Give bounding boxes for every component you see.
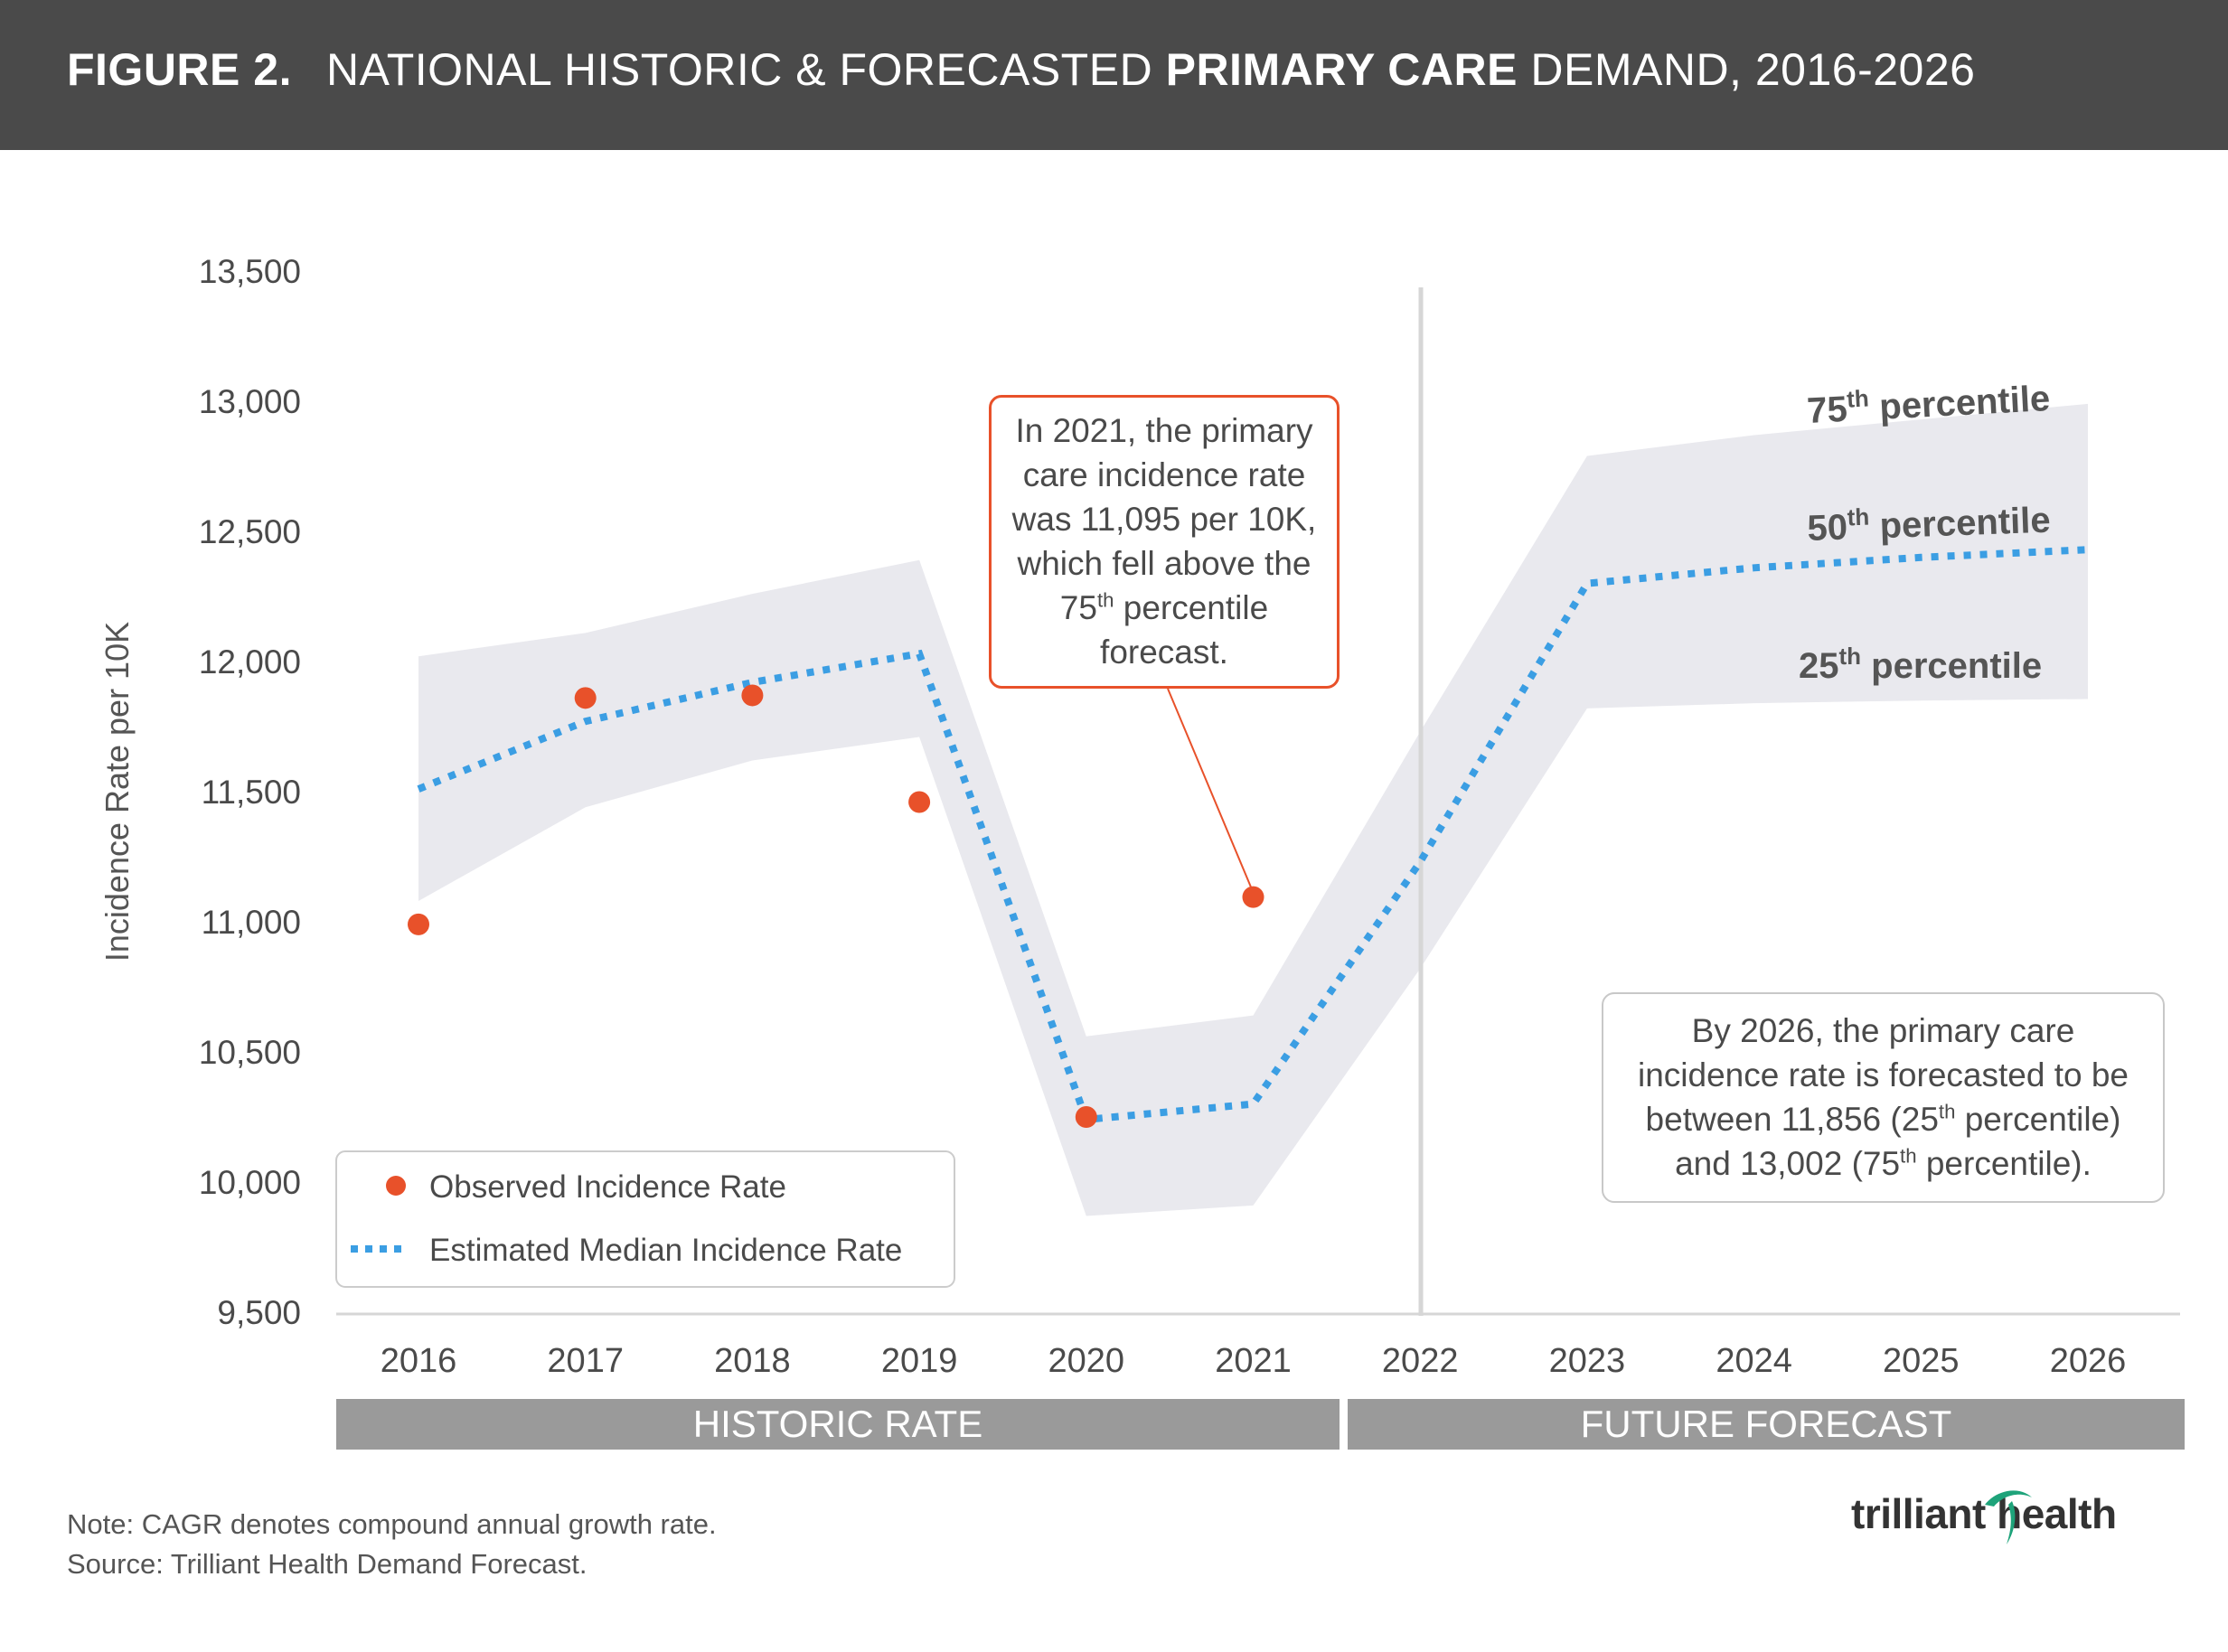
future-period-bar [1348,1399,2185,1450]
title-part-2: DEMAND, 2016-2026 [1530,44,1976,95]
legend-observed-label: Observed Incidence Rate [429,1169,786,1205]
observed-point-2019 [908,791,931,813]
x-tick-label: 2020 [1048,1342,1125,1380]
title-part-1: NATIONAL HISTORIC & FORECASTED [325,44,1153,95]
observed-point-2016 [408,913,429,935]
x-tick-label: 2021 [1215,1342,1292,1380]
svg-text:50th percentile: 50th percentile [1807,497,2052,549]
callout-2021: In 2021, the primary care incidence rate… [989,395,1340,689]
y-tick-label: 11,000 [202,904,301,941]
callout-2026-line-4-b: percentile). [1916,1145,2092,1182]
historic-period-label: HISTORIC RATE [693,1403,982,1445]
y-tick-label: 13,500 [199,253,301,290]
percentile-band [418,403,2088,1216]
band-label-75-text: percentile [1878,379,2051,427]
callout-2021-line-6: forecast. [1100,634,1228,671]
band-label-50-text: percentile [1879,501,2051,547]
figure-label: FIGURE 2. [67,44,292,95]
historic-period-bar [336,1399,1340,1450]
x-tick-label: 2022 [1382,1342,1459,1380]
band-label-75-number: 75 [1806,390,1848,431]
legend-box [335,1150,955,1288]
y-tick-label: 10,500 [199,1034,301,1071]
band-label-75: 75th percentile [1806,375,2051,431]
x-tick-label: 2019 [881,1342,958,1380]
legend: Observed Incidence Rate Estimated Median… [335,1150,955,1288]
x-tick-label: 2017 [547,1342,624,1380]
x-tick-label: 2026 [2050,1342,2127,1380]
svg-text:75th percentile: 75th percentile [1806,375,2051,431]
callout-2026-line-3: between 11,856 (25th percentile) [1603,1097,2163,1141]
x-tick-label: 2024 [1716,1342,1792,1380]
callout-2026-line-4: and 13,002 (75th percentile). [1603,1141,2163,1186]
band-label-50-number: 50 [1807,507,1848,549]
footnote-source: Source: Trilliant Health Demand Forecast… [67,1548,588,1580]
band-label-75-suffix: th [1846,384,1869,412]
observed-point-2018 [741,684,764,707]
y-tick-label: 12,000 [199,643,301,681]
future-period-label: FUTURE FORECAST [1581,1403,1952,1445]
y-tick-label: 10,000 [199,1164,301,1201]
callout-2021-line-1: In 2021, the primary [1015,412,1313,449]
chart-area: 9,500 10,000 10,500 11,000 11,500 12,000 12,50… [99,253,2185,1450]
observed-point-2020 [1075,1106,1097,1128]
y-tick-label: 12,500 [199,513,301,550]
svg-text:25th percentile: 25th percentile [1799,643,2042,686]
band-label-50: 50th percentile [1807,497,2052,549]
band-label-25-text: percentile [1871,646,2042,686]
y-tick-label: 9,500 [217,1294,301,1331]
callout-2026-line-2: incidence rate is forecasted to be [1638,1056,2129,1094]
y-tick-label: 11,500 [202,774,301,811]
band-label-50-suffix: th [1847,503,1870,531]
title-bold-part: PRIMARY CARE [1165,44,1518,95]
observed-point-2017 [574,687,597,709]
callout-2026-line-3-sup: th [1938,1100,1956,1123]
callout-2026-line-1: By 2026, the primary care [1691,1012,2075,1049]
callout-2021-leader [1167,688,1253,890]
band-label-25: 25th percentile [1799,643,2042,686]
callout-2021-line-3: was 11,095 per 10K, [1011,501,1317,538]
x-tick-label: 2016 [381,1342,457,1380]
x-tick-label: 2025 [1883,1342,1960,1380]
callout-2021-line-5-rest: percentile [1114,589,1269,626]
logo-swoosh-icon [1985,1490,2032,1544]
y-tick-label: 13,000 [199,383,301,420]
figure-header: FIGURE 2. NATIONAL HISTORIC & FORECASTED … [0,0,2228,150]
figure-title: FIGURE 2. NATIONAL HISTORIC & FORECASTED … [67,38,1975,101]
legend-observed-marker [386,1176,406,1196]
callout-2026-line-4-a: and 13,002 (75 [1675,1145,1901,1182]
band-label-25-suffix: th [1839,643,1862,670]
footnote: Note: CAGR denotes compound annual growt… [67,1505,717,1584]
x-tick-label: 2018 [714,1342,791,1380]
y-axis-label: Incidence Rate per 10K [99,622,136,962]
trilliant-health-logo: trilliant health [1851,1490,2117,1537]
callout-2021-line-5-num: 75 [1059,589,1097,626]
observed-point-2021 [1242,886,1264,908]
legend-median-label: Estimated Median Incidence Rate [429,1233,902,1268]
x-tick-label: 2023 [1549,1342,1626,1380]
callout-2026-line-4-sup: th [1900,1144,1917,1168]
callout-2021-line-4: which fell above the [1017,545,1311,582]
callout-2021-line-2: care incidence rate [1022,456,1306,493]
callout-2021-line-5-sup: th [1096,588,1114,612]
callout-2026-line-3-a: between 11,856 (25 [1645,1101,1939,1138]
callout-2026-line-3-b: percentile) [1955,1101,2121,1138]
band-label-25-number: 25 [1799,646,1839,686]
footnote-note: Note: CAGR denotes compound annual growt… [67,1508,717,1540]
median-series-line [417,546,2089,1124]
callout-2026: By 2026, the primary care incidence rate… [1602,992,2165,1203]
callout-2021-line-5: 75th percentile [992,586,1337,630]
